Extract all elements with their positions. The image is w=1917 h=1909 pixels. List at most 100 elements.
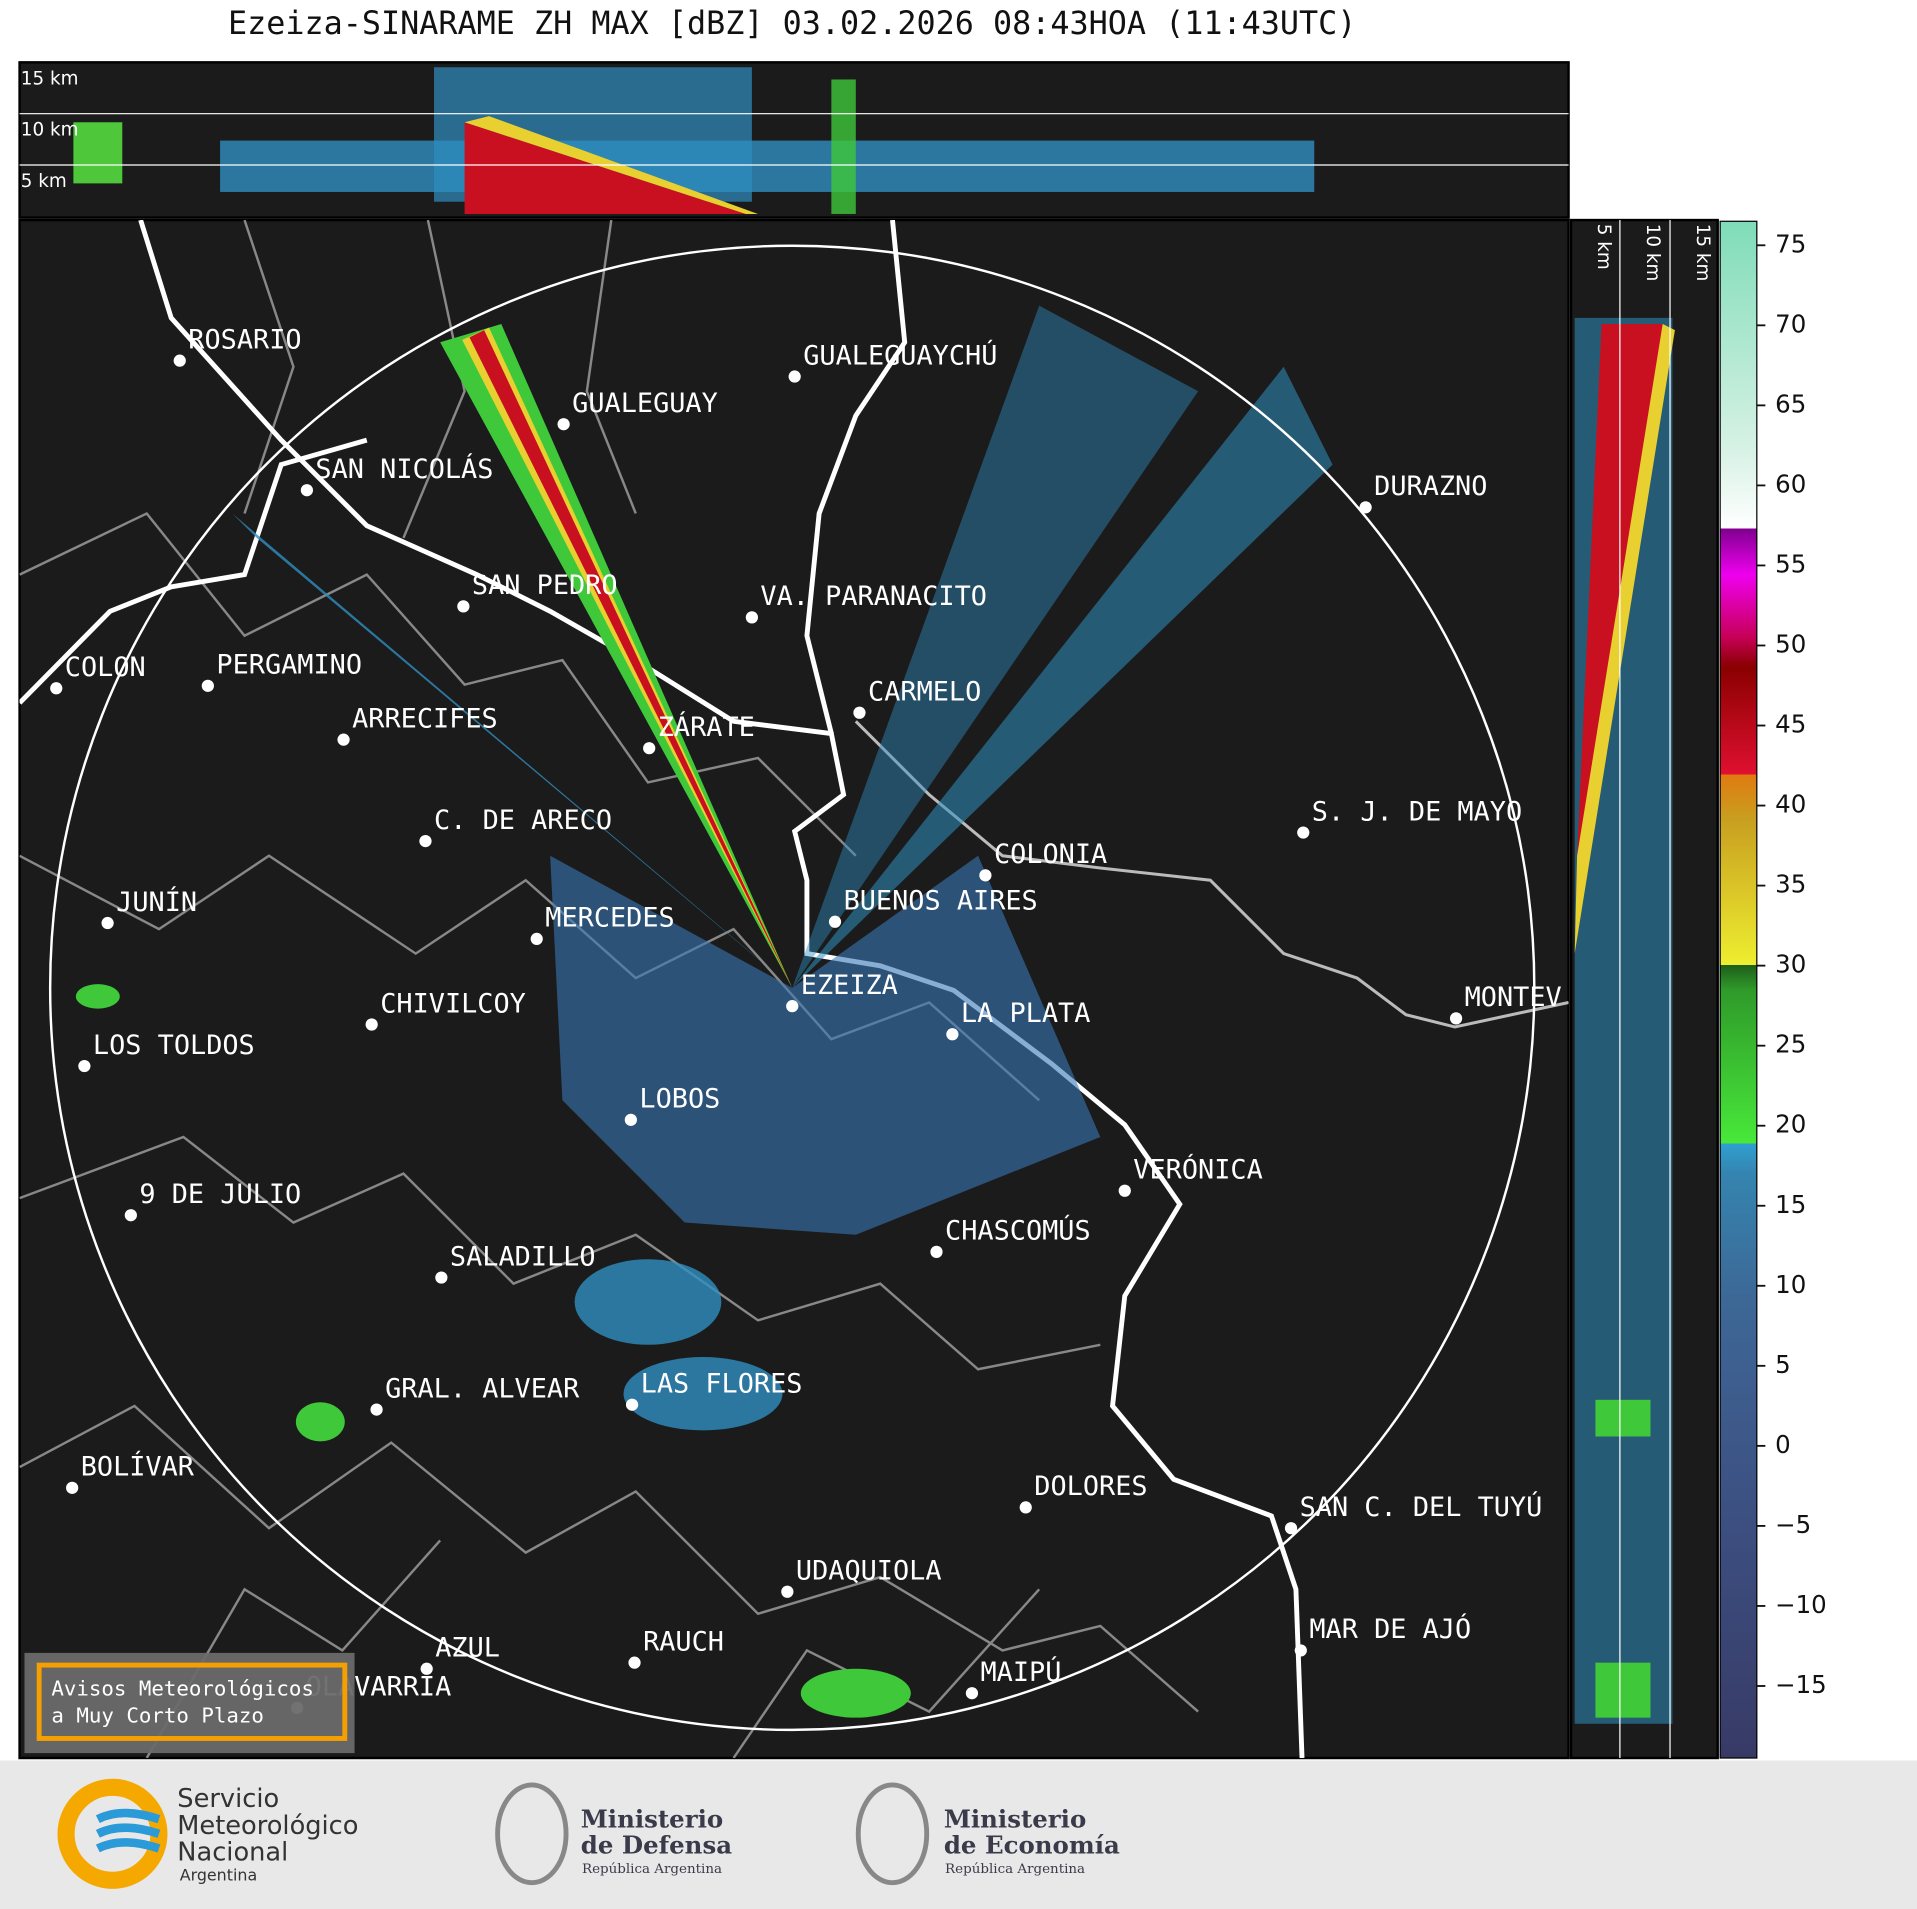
city-dot: [1284, 1522, 1298, 1535]
colorbar-tick-label: 55: [1775, 549, 1806, 578]
logo-text: Ministerio: [581, 1805, 723, 1834]
city-dot: [201, 679, 214, 692]
city-dot: [946, 1028, 959, 1041]
city-label: BOLÍVAR: [81, 1451, 195, 1483]
city-dot: [1297, 826, 1310, 839]
logo-text: República Argentina: [582, 1862, 722, 1877]
warning-text: Avisos Meteorológicos: [51, 1677, 314, 1701]
city-label: AZUL: [435, 1633, 500, 1664]
city-label: LOBOS: [639, 1084, 720, 1115]
city-dot: [745, 611, 759, 624]
city-dot: [624, 1113, 637, 1126]
colorbar-tick-label: −15: [1775, 1670, 1827, 1699]
title: Ezeiza-SINARAME ZH MAX [dBZ] 03.02.2026 …: [228, 6, 1356, 42]
warning-box[interactable]: [36, 1662, 348, 1741]
colorbar: [1719, 220, 1758, 1759]
city-dot: [337, 733, 350, 746]
colorbar-tick-label: 20: [1775, 1110, 1806, 1139]
colorbar-tick-label: 50: [1775, 629, 1806, 658]
city-label: PERGAMINO: [216, 650, 362, 681]
level-label: 15 km: [1692, 224, 1713, 282]
city-label: EZEIZA: [801, 970, 898, 1001]
city-label: S. J. DE MAYO: [1312, 796, 1522, 827]
city-dot: [628, 1656, 641, 1669]
city-label: GUALEGUAY: [572, 388, 718, 419]
colorbar-tick-label: 0: [1775, 1430, 1791, 1459]
city-label: CARMELO: [868, 677, 981, 708]
city-dot: [788, 370, 801, 383]
city-dot: [124, 1209, 137, 1222]
city-label: VA. PARANACITO: [760, 581, 987, 612]
city-dot: [979, 869, 992, 882]
logo-text: de Economía: [944, 1830, 1120, 1859]
colorbar-tick-label: −10: [1775, 1590, 1827, 1619]
city-dot: [781, 1585, 794, 1598]
city-label: SAN PEDRO: [472, 570, 618, 601]
colorbar-tick-label: 15: [1775, 1190, 1806, 1219]
coastline: [19, 220, 1305, 1759]
logo-text: Nacional: [177, 1838, 288, 1868]
city-dot: [557, 418, 570, 431]
city-label: VERÓNICA: [1133, 1154, 1262, 1186]
city-dot: [173, 354, 186, 367]
city-label: SALADILLO: [450, 1241, 596, 1272]
city-label: COLONIA: [994, 839, 1107, 870]
city-label: ZÁRATE: [658, 711, 755, 743]
echoes: [75, 305, 1333, 1718]
city-label: COLON: [65, 652, 146, 683]
city-dot: [965, 1687, 979, 1700]
logo-text: Argentina: [180, 1865, 257, 1884]
side-echoes: [1574, 317, 1675, 1724]
city-label: MAIPÚ: [981, 1656, 1062, 1688]
city-dot: [420, 1662, 433, 1675]
city-label: UDAQUIOLA: [796, 1556, 942, 1587]
city-label: ARRECIFES: [352, 703, 498, 734]
city-label: 9 DE JULIO: [139, 1179, 301, 1210]
city-dot: [435, 1271, 448, 1284]
city-dot: [625, 1398, 639, 1411]
city-label: DURAZNO: [1374, 471, 1487, 502]
city-label: CHIVILCOY: [380, 988, 526, 1019]
city-dot: [1019, 1501, 1032, 1514]
colorbar-tick-label: 5: [1775, 1350, 1791, 1379]
colorbar-tick-label: 70: [1775, 309, 1806, 338]
city-label: SAN NICOLÁS: [315, 453, 493, 485]
city-dot: [419, 834, 432, 848]
logo-text: República Argentina: [945, 1862, 1085, 1877]
city-label: SAN C. DEL TUYÚ: [1300, 1491, 1543, 1523]
level-label: 15 km: [21, 68, 79, 89]
city-label: JUNÍN: [116, 886, 197, 918]
city-label: LA PLATA: [961, 998, 1090, 1029]
level-label: 10 km: [1642, 224, 1663, 282]
city-dot: [1359, 501, 1372, 514]
city-dot: [1294, 1644, 1307, 1657]
city-label: ROSARIO: [188, 324, 301, 355]
cities: ROSARIO GUALEGUAYCHÚ GUALEGUAY SAN NICOLÁS D…: [50, 324, 1562, 1715]
city-label: BUENOS AIRES: [844, 886, 1038, 917]
logo-defensa: Ministerio de Defensa República Argentin…: [495, 1782, 732, 1886]
logo-economia: Ministerio de Economía República Argenti…: [855, 1782, 1120, 1886]
city-label: GRAL. ALVEAR: [385, 1373, 580, 1404]
city-dot: [530, 932, 543, 946]
city-dot: [370, 1403, 383, 1416]
city-dot: [828, 915, 842, 928]
range-ring: [48, 244, 1536, 1732]
city-dot: [853, 706, 866, 719]
city-dot: [66, 1481, 79, 1494]
logo-text: Ministerio: [944, 1805, 1086, 1834]
city-dot: [1449, 1012, 1463, 1025]
city-dot: [50, 682, 63, 695]
top-panel: [18, 61, 1570, 219]
city-label: MERCEDES: [545, 903, 674, 934]
city-dot: [930, 1245, 943, 1258]
city-label: DOLORES: [1034, 1471, 1147, 1502]
city-label: LOS TOLDOS: [93, 1030, 255, 1061]
colorbar-tick-label: 75: [1775, 229, 1806, 258]
boundaries: [19, 220, 1199, 1759]
logo-text: de Defensa: [581, 1830, 732, 1859]
city-dot: [365, 1018, 378, 1031]
colorbar-tick-label: 65: [1775, 389, 1806, 418]
city-label: MAR DE AJÓ: [1309, 1613, 1471, 1645]
level-label: 5 km: [21, 171, 67, 192]
city-dot: [78, 1059, 91, 1073]
